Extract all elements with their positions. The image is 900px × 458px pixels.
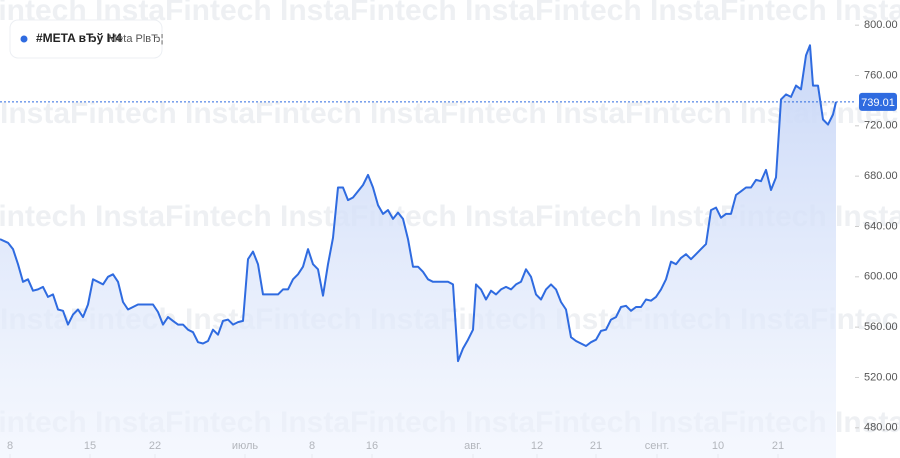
y-tick-label: 720.00 [864, 120, 898, 132]
y-tick-label: 600.00 [864, 271, 898, 283]
watermark: InstaFintech [0, 97, 177, 130]
last-price-box [859, 92, 897, 111]
y-tick-label: 800.00 [864, 19, 898, 31]
watermark: InstaFintech [835, 200, 900, 233]
last-price-label: 739.01 [861, 97, 895, 109]
header-bg [9, 19, 163, 59]
y-tick-label: 680.00 [864, 170, 898, 182]
y-tick-label: 560.00 [864, 321, 898, 333]
area [0, 45, 836, 458]
watermark: InstaFintech [555, 97, 732, 130]
y-tick-label: 520.00 [864, 371, 898, 383]
y-tick-label: 480.00 [864, 422, 898, 434]
watermark: InstaFintech [185, 97, 362, 130]
watermark: InstaFintech [95, 200, 272, 233]
watermark: InstaFintech [650, 0, 827, 27]
header-box: #META вЂў H4 Meta PlвЂ¦ [9, 19, 164, 59]
header-dot [20, 35, 28, 43]
watermark: InstaFintech [0, 200, 87, 233]
y-tick-label: 760.00 [864, 69, 898, 81]
watermark: InstaFintech [280, 0, 457, 27]
watermark: InstaFintech [370, 97, 547, 130]
watermark: InstaFintech [835, 406, 900, 439]
y-tick-label: 640.00 [864, 220, 898, 232]
plot-area: 480.00 520.00 560.00 600.00 640.00 680.00 720.… [0, 19, 898, 458]
watermark: InstaFintech [465, 0, 642, 27]
chart-subtitle: Meta PlвЂ¦ [108, 33, 164, 45]
watermark: InstaFintech [465, 200, 642, 233]
chart-title: #META вЂў H4 [36, 31, 122, 45]
watermark: InstaFintech [835, 0, 900, 27]
price-line [0, 44, 837, 363]
